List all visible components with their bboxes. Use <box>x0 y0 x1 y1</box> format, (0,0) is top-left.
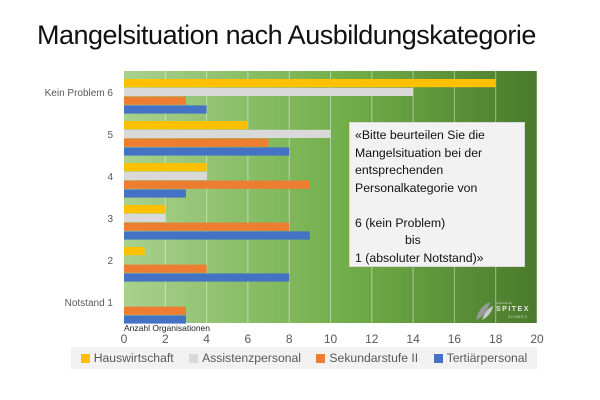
bar <box>124 180 310 189</box>
legend-swatch <box>433 353 443 363</box>
x-axis-label: Anzahl Organisationen <box>124 323 210 333</box>
bar <box>124 213 166 222</box>
bar <box>124 306 186 315</box>
spitex-logo: Verband der SPITEX SCHWEIZ <box>474 300 536 322</box>
legend-item-assistenzpersonal: Assistenzpersonal <box>189 351 301 365</box>
x-tick-label: 8 <box>286 332 293 346</box>
bar <box>124 231 310 240</box>
instruction-note: «Bitte beurteilen Sie die Mangelsituatio… <box>349 122 525 267</box>
logo-sub-text: SCHWEIZ <box>508 315 528 319</box>
category-label: 3 <box>107 214 113 225</box>
legend-item-hauswirtschaft: Hauswirtschaft <box>80 351 174 365</box>
chart-title: Mangelsituation nach Ausbildungskategori… <box>37 20 536 50</box>
x-tick-label: 16 <box>448 332 462 346</box>
bar <box>124 315 186 324</box>
x-tick-label: 10 <box>324 332 338 346</box>
note-line: entsprechenden <box>355 163 444 177</box>
note-line: Mangelsituation bei der <box>355 145 483 160</box>
bar <box>124 189 186 198</box>
bar <box>124 96 186 105</box>
bar <box>124 273 290 282</box>
note-line: «Bitte beurteilen Sie die <box>355 128 485 142</box>
chart-legend: Hauswirtschaft Assistenzpersonal Sekunda… <box>71 347 537 369</box>
bar <box>124 171 207 180</box>
bar <box>124 264 207 273</box>
x-tick-label: 20 <box>530 332 544 346</box>
x-tick-label: 12 <box>365 332 379 346</box>
legend-label: Sekundarstufe II <box>329 351 419 365</box>
note-line <box>355 197 519 215</box>
category-label: 5 <box>107 130 113 141</box>
note-line: Personalkategorie von <box>355 180 478 195</box>
category-label: 4 <box>107 172 113 183</box>
bar <box>124 121 248 130</box>
bar <box>124 205 166 214</box>
x-tick-label: 6 <box>245 332 252 346</box>
x-tick-label: 0 <box>121 332 128 346</box>
legend-label: Tertiärpersonal <box>446 351 528 365</box>
note-line: bis <box>405 233 421 247</box>
legend-item-sekundarstufe: Sekundarstufe II <box>316 351 418 365</box>
legend-label: Hauswirtschaft <box>93 351 174 365</box>
note-line: 6 (kein Problem) <box>355 215 446 230</box>
logo-top-text: Verband der <box>496 301 513 305</box>
bars <box>124 79 496 324</box>
bar <box>124 163 207 172</box>
logo-leaf-icon <box>476 302 493 320</box>
bar <box>124 247 145 256</box>
x-tick-label: 14 <box>406 332 420 346</box>
bar <box>124 147 290 156</box>
legend-swatch <box>80 353 90 363</box>
bar <box>124 129 331 138</box>
note-line: 1 (absoluter Notstand)» <box>355 250 484 265</box>
legend-label: Assistenzpersonal <box>202 351 301 365</box>
x-tick-labels: 0 2 4 6 8 10 12 14 16 18 20 <box>121 332 544 346</box>
legend-swatch <box>316 353 326 363</box>
bar <box>124 87 414 96</box>
bar <box>124 79 496 88</box>
legend-item-tertiaerpersonal: Tertiärpersonal <box>433 351 528 365</box>
bar <box>124 138 269 147</box>
legend-swatch <box>189 353 199 363</box>
x-tick-label: 18 <box>489 332 503 346</box>
x-tick-label: 4 <box>203 332 210 346</box>
category-label: Notstand 1 <box>65 298 114 309</box>
category-label: 2 <box>107 256 113 267</box>
x-tick-label: 2 <box>162 332 169 346</box>
category-labels: Kein Problem 6 5 4 3 2 Notstand 1 <box>45 88 114 309</box>
bar <box>124 105 207 114</box>
category-label: Kein Problem 6 <box>45 88 114 99</box>
bar <box>124 222 290 231</box>
logo-text: SPITEX <box>496 306 530 313</box>
